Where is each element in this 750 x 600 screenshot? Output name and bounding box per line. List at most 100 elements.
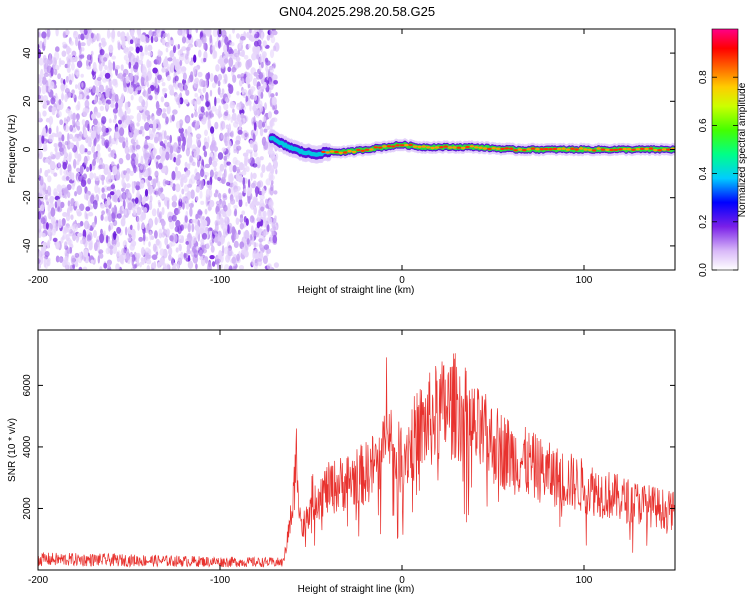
noise-speckle <box>62 161 67 170</box>
noise-speckle <box>232 108 235 114</box>
noise-speckle <box>99 105 105 111</box>
track-core <box>373 146 378 149</box>
noise-speckle <box>73 31 77 36</box>
noise-speckle <box>149 230 153 241</box>
noise-speckle <box>94 242 98 252</box>
noise-speckle <box>187 260 194 269</box>
noise-speckle <box>135 144 141 150</box>
noise-speckle <box>175 157 181 166</box>
noise-speckle <box>251 200 255 208</box>
noise-speckle <box>192 68 197 75</box>
noise-speckle <box>58 99 62 105</box>
noise-speckle <box>127 202 133 211</box>
noise-speckle <box>226 207 232 217</box>
noise-speckle <box>101 210 105 216</box>
noise-speckle <box>252 163 258 168</box>
noise-speckle <box>234 208 238 217</box>
noise-speckle <box>110 103 115 108</box>
noise-speckle <box>142 232 146 242</box>
track-core <box>412 145 418 148</box>
noise-speckle <box>252 46 256 54</box>
noise-speckle <box>58 137 62 142</box>
noise-speckle <box>273 160 279 169</box>
noise-speckle <box>252 132 256 143</box>
noise-speckle <box>184 161 188 168</box>
noise-speckle <box>179 122 183 130</box>
noise-speckle <box>217 86 221 96</box>
noise-speckle <box>198 49 202 58</box>
noise-speckle <box>112 118 117 124</box>
spectrogram-x-ticks: -200 -100 0 100 <box>28 29 593 286</box>
noise-speckle <box>202 226 208 232</box>
noise-speckle <box>215 97 221 104</box>
noise-speckle <box>138 59 143 65</box>
noise-speckle <box>161 67 166 73</box>
noise-speckle <box>183 30 186 37</box>
noise-speckle <box>170 182 174 188</box>
noise-speckle <box>74 191 78 197</box>
noise-speckle <box>42 241 48 247</box>
noise-speckle <box>228 53 234 58</box>
noise-speckle <box>127 191 131 199</box>
track-core <box>360 149 365 152</box>
noise-speckle <box>241 210 246 215</box>
noise-speckle <box>259 156 264 161</box>
noise-speckle <box>65 75 69 83</box>
noise-speckle <box>138 196 141 205</box>
noise-speckle <box>166 199 170 210</box>
noise-speckle <box>169 89 175 96</box>
noise-speckle <box>262 116 267 122</box>
noise-speckle <box>136 206 142 216</box>
noise-speckle <box>147 87 152 95</box>
track-core <box>640 147 645 150</box>
noise-speckle <box>197 71 203 78</box>
noise-speckle <box>249 104 252 112</box>
noise-speckle <box>135 46 140 54</box>
noise-speckle <box>108 62 113 71</box>
noise-speckle <box>136 29 142 36</box>
noise-speckle <box>167 57 173 62</box>
track-core <box>421 145 426 148</box>
noise-speckle <box>124 101 129 111</box>
noise-speckle <box>144 156 150 165</box>
noise-speckle <box>66 116 71 123</box>
noise-speckle <box>78 34 81 40</box>
noise-speckle <box>246 31 250 39</box>
noise-speckle <box>114 114 117 120</box>
noise-speckle <box>71 89 75 95</box>
noise-speckle <box>76 238 79 243</box>
noise-speckle <box>269 174 275 181</box>
track-core <box>426 146 431 149</box>
noise-speckle <box>174 208 179 216</box>
noise-speckle <box>247 58 253 68</box>
noise-speckle <box>186 244 191 253</box>
noise-speckle <box>120 64 124 71</box>
noise-speckle <box>83 29 88 36</box>
noise-speckle <box>260 206 265 212</box>
noise-speckle <box>79 144 85 155</box>
noise-speckle <box>263 141 269 150</box>
noise-speckle <box>106 186 112 191</box>
track-core <box>626 148 632 151</box>
noise-speckle <box>100 203 105 209</box>
noise-speckle <box>97 33 101 42</box>
track-core <box>592 149 597 152</box>
noise-speckle <box>218 192 222 200</box>
noise-speckle <box>101 178 105 186</box>
noise-speckle <box>215 64 220 72</box>
noise-speckle <box>264 102 267 111</box>
noise-speckle <box>269 234 273 243</box>
noise-speckle <box>79 165 84 175</box>
noise-speckle <box>183 220 188 229</box>
noise-speckle <box>161 82 166 87</box>
noise-speckle <box>148 95 153 101</box>
track-core <box>561 147 566 150</box>
noise-speckle <box>174 75 179 82</box>
noise-speckle <box>221 29 227 38</box>
noise-speckle <box>222 121 226 130</box>
track-core <box>565 148 571 151</box>
noise-speckle <box>155 251 159 256</box>
noise-speckle <box>100 214 104 221</box>
noise-speckle <box>165 228 171 235</box>
noise-speckle <box>206 180 210 185</box>
